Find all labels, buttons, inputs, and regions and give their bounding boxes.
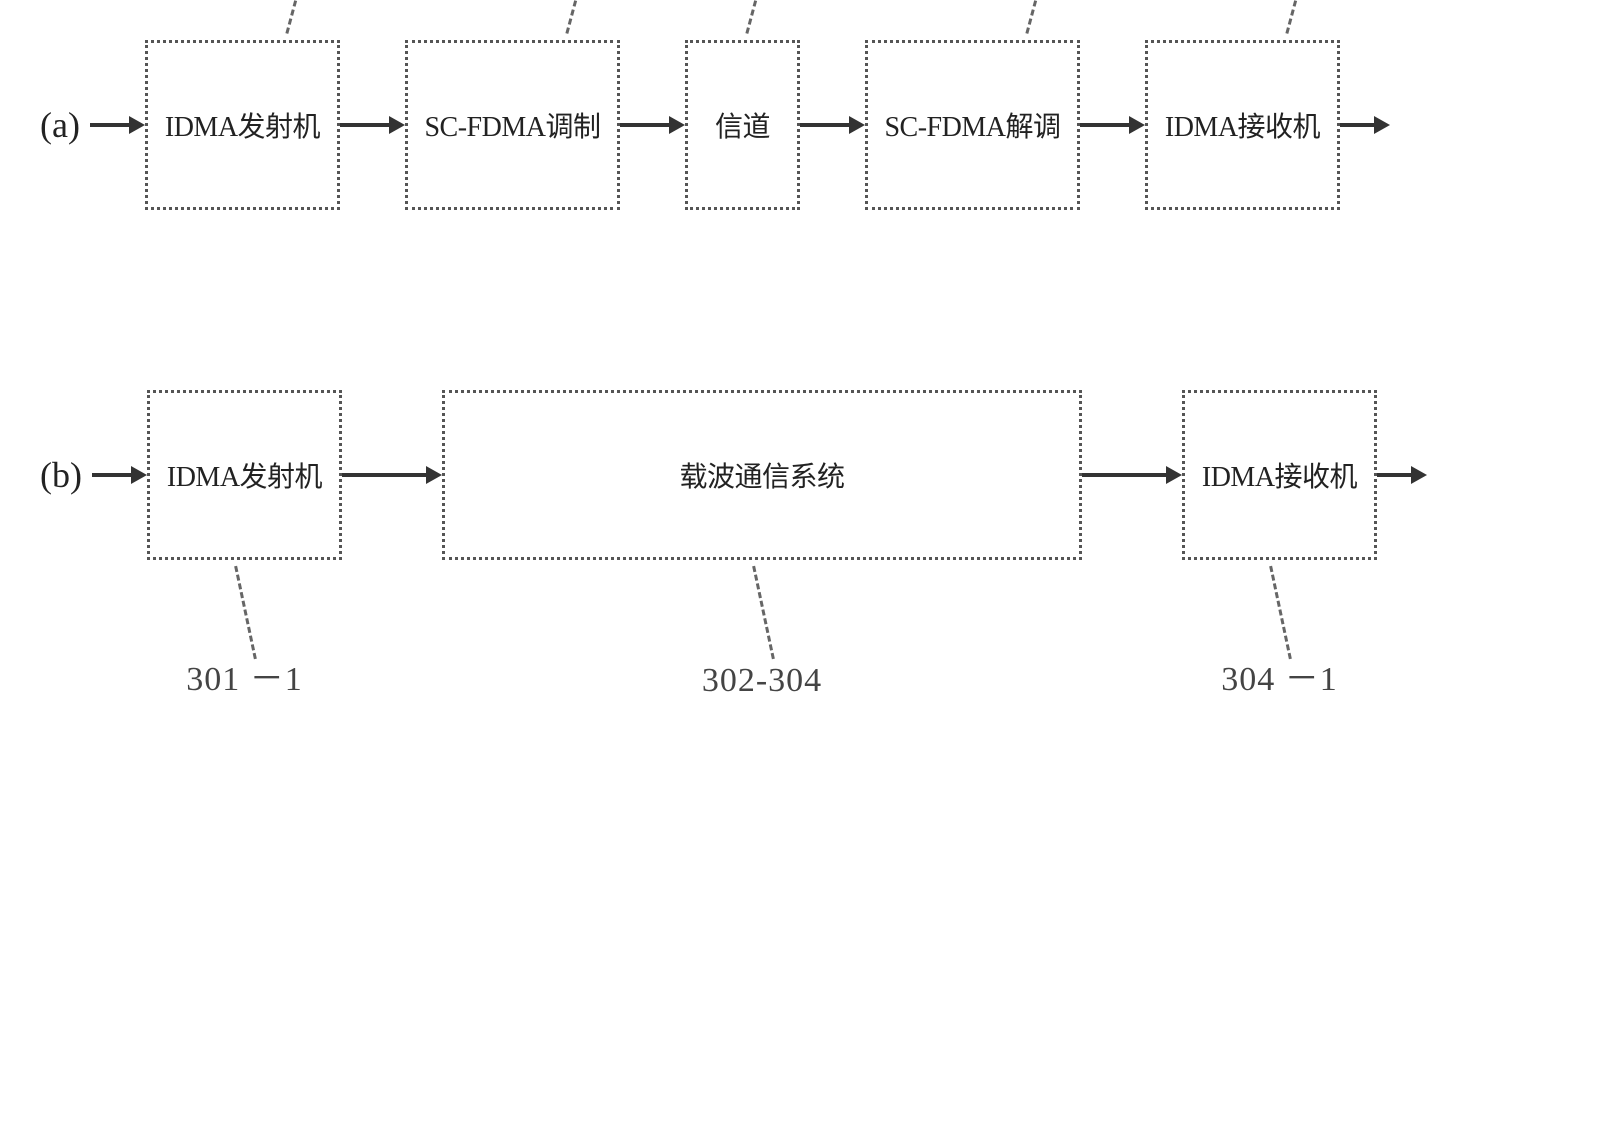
arrow-icon	[92, 460, 147, 490]
diagram-row-0: (a) IDMA发射机301 SC-FDMA调制302 信道303 SC-FDMA解调3…	[40, 40, 1566, 210]
row-label: (a)	[40, 104, 80, 146]
ref-label: 301 －1	[186, 651, 303, 700]
dash-leader	[1285, 0, 1311, 34]
ref-label: 302-304	[702, 662, 822, 700]
dash-leader	[752, 566, 775, 660]
block-text: IDMA接收机	[1202, 455, 1357, 495]
arrow-icon	[620, 110, 685, 140]
block-wrap: IDMA发射机301 －1	[147, 390, 342, 560]
block-wrap: 载波通信系统302-304	[442, 390, 1082, 560]
block-text: SC-FDMA解调	[884, 105, 1060, 145]
block-wrap: SC-FDMA解调304	[865, 40, 1080, 210]
flow-block: IDMA发射机	[145, 40, 340, 210]
block-wrap: IDMA接收机304 －1	[1182, 390, 1377, 560]
block-text: SC-FDMA调制	[424, 105, 600, 145]
dash-leader	[565, 0, 591, 34]
flow-block: SC-FDMA调制	[405, 40, 620, 210]
flow-block: IDMA接收机	[1182, 390, 1377, 560]
block-text: IDMA接收机	[1165, 105, 1320, 145]
block-wrap: IDMA发射机301	[145, 40, 340, 210]
dash-leader	[285, 0, 311, 34]
flow-block: 载波通信系统	[442, 390, 1082, 560]
arrow-icon	[800, 110, 865, 140]
arrow-icon	[1340, 110, 1390, 140]
flow-block: IDMA发射机	[147, 390, 342, 560]
block-wrap: SC-FDMA调制302	[405, 40, 620, 210]
ref-label: 304 －1	[1221, 651, 1338, 700]
dash-leader	[1025, 0, 1051, 34]
arrow-icon	[1377, 460, 1427, 490]
dash-leader	[1270, 566, 1293, 660]
block-text: 信道	[715, 105, 770, 145]
block-text: IDMA发射机	[165, 105, 320, 145]
flow-block: SC-FDMA解调	[865, 40, 1080, 210]
dash-leader	[745, 0, 771, 34]
arrow-icon	[342, 460, 442, 490]
dash-leader	[235, 566, 258, 660]
arrow-icon	[340, 110, 405, 140]
arrow-icon	[1082, 460, 1182, 490]
block-text: 载波通信系统	[679, 455, 844, 495]
flow-block: IDMA接收机	[1145, 40, 1340, 210]
arrow-icon	[90, 110, 145, 140]
row-label: (b)	[40, 454, 82, 496]
block-wrap: IDMA接收机305	[1145, 40, 1340, 210]
diagram-row-1: (b) IDMA发射机301 －1 载波通信系统302-304 IDMA接收机304 …	[40, 390, 1566, 560]
flow-block: 信道	[685, 40, 800, 210]
arrow-icon	[1080, 110, 1145, 140]
block-wrap: 信道303	[685, 40, 800, 210]
block-text: IDMA发射机	[167, 455, 322, 495]
